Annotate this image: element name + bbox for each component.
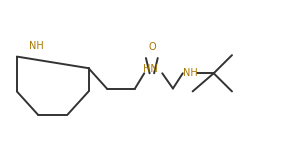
Text: HN: HN [143, 64, 158, 74]
Text: O: O [148, 42, 156, 52]
Text: NH: NH [29, 41, 44, 51]
Text: NH: NH [183, 68, 198, 78]
